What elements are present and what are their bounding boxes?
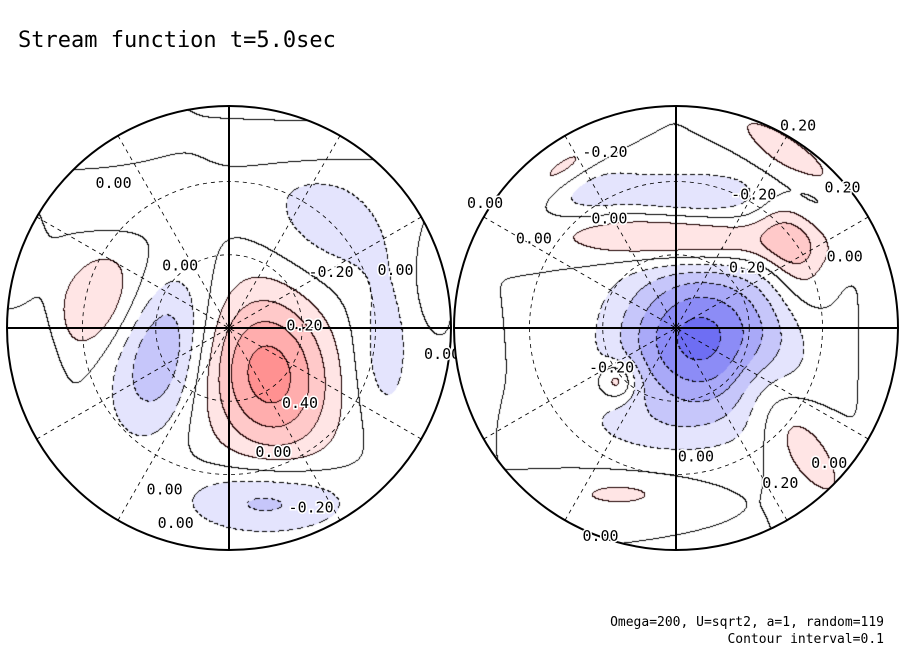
meridian-60: [117, 135, 341, 521]
contour-label: 0.00: [147, 481, 183, 499]
contour-label: 0.00: [811, 454, 847, 472]
contour-label: -0.20: [589, 358, 634, 376]
contour-label: 0.20: [824, 179, 860, 197]
contour-label: 0.20: [729, 259, 765, 277]
contour-label: -0.20: [731, 185, 776, 203]
contour-label: 0.00: [158, 514, 194, 532]
meridian-60: [564, 135, 788, 521]
contour-label: -0.20: [582, 143, 627, 161]
contour-label: 0.00: [162, 256, 198, 274]
meridian-30: [483, 216, 869, 440]
left-hemisphere: 0.00 0.00 -0.20 0.00 0.20 0.00 0.40 0.00 0.00 0.0…: [6, 105, 462, 551]
contour-label: -0.20: [309, 263, 354, 281]
meridian-120: [117, 135, 341, 521]
meridian-150: [36, 216, 422, 440]
contour-label: 0.00: [827, 247, 863, 265]
contour-label: 0.00: [377, 261, 413, 279]
right-contour-labels: -0.20 0.20 0.00 0.00 0.00 -0.20 0.20 0.00 0.20 -0…: [466, 115, 865, 547]
contour-label: 0.20: [286, 316, 322, 334]
contour-label: 0.00: [678, 447, 714, 465]
meridian-30: [36, 216, 422, 440]
meridian-150: [483, 216, 869, 440]
contour-label: 0.20: [762, 474, 798, 492]
parameter-note: Omega=200, U=sqrt2, a=1, random=119: [610, 615, 884, 630]
contour-label: 0.00: [516, 230, 552, 248]
chart-title: Stream function t=5.0sec: [18, 28, 336, 53]
right-hemisphere: -0.20 0.20 0.00 0.00 0.00 -0.20 0.20 0.00 0.20 -0…: [453, 105, 899, 551]
meridian-120: [564, 135, 788, 521]
contour-label: 0.00: [582, 527, 618, 545]
contour-label: 0.00: [255, 443, 291, 461]
contour-label: 0.00: [95, 174, 131, 192]
left-contour-labels: 0.00 0.00 -0.20 0.00 0.20 0.00 0.40 0.00 0.00 0.0…: [94, 173, 462, 534]
contour-label: 0.00: [467, 194, 503, 212]
contour-label: 0.00: [424, 345, 460, 363]
contour-label: 0.20: [780, 116, 816, 134]
contour-label: 0.00: [591, 210, 627, 228]
contour-label: 0.40: [282, 394, 318, 412]
contour-interval-note: Contour interval=0.1: [727, 632, 884, 647]
contour-label: -0.20: [289, 498, 334, 516]
